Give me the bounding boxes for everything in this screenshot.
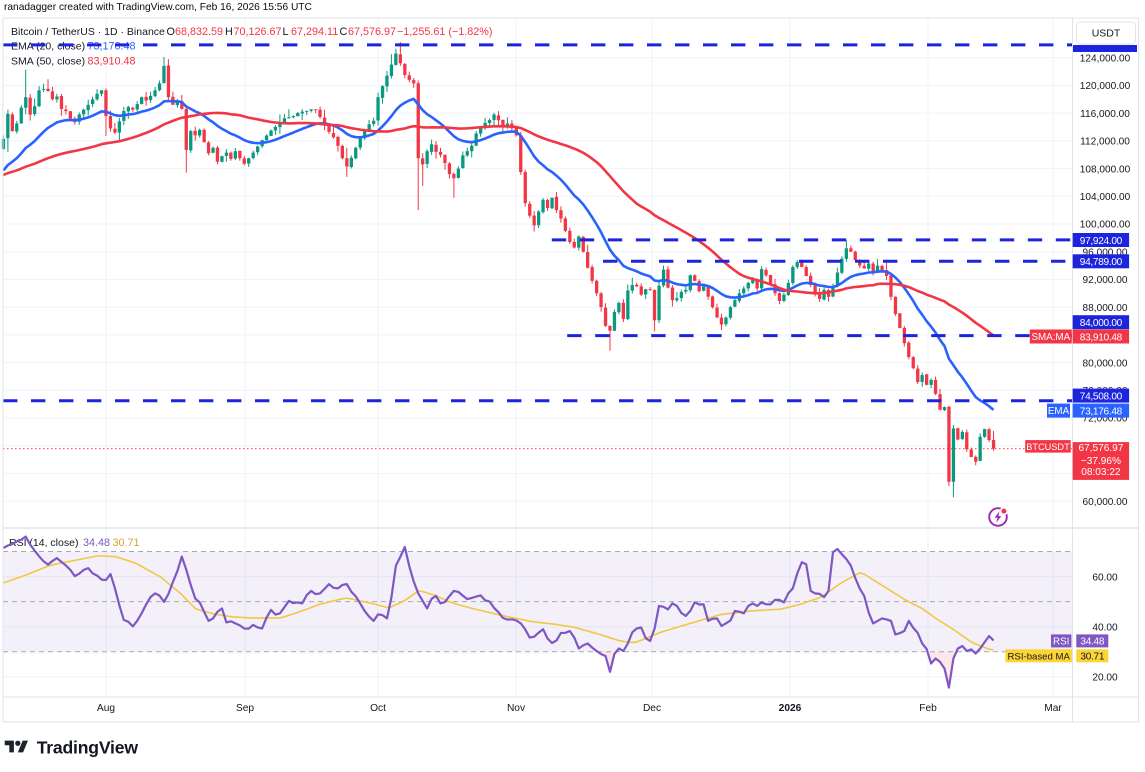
svg-text:67,576.97: 67,576.97 bbox=[348, 26, 396, 38]
svg-text:TradingView: TradingView bbox=[37, 738, 139, 758]
svg-text:83,910.48: 83,910.48 bbox=[1080, 332, 1123, 343]
svg-text:116,000.00: 116,000.00 bbox=[1080, 109, 1130, 120]
svg-text:Aug: Aug bbox=[97, 703, 115, 714]
svg-text:BTCUSDT: BTCUSDT bbox=[1026, 442, 1070, 452]
svg-text:73,176.48: 73,176.48 bbox=[88, 41, 136, 53]
svg-text:08:03:22: 08:03:22 bbox=[1081, 467, 1121, 478]
svg-text:−1,255.61 (−1.82%): −1,255.61 (−1.82%) bbox=[397, 26, 492, 38]
svg-text:92,000.00: 92,000.00 bbox=[1083, 275, 1128, 286]
svg-text:67,294.11: 67,294.11 bbox=[291, 26, 338, 38]
svg-text:30.71: 30.71 bbox=[113, 537, 140, 549]
svg-text:L: L bbox=[283, 26, 289, 38]
svg-text:104,000.00: 104,000.00 bbox=[1080, 192, 1131, 203]
svg-text:EMA: EMA bbox=[1048, 406, 1070, 417]
svg-text:RSI-based MA: RSI-based MA bbox=[1008, 651, 1071, 662]
svg-text:Oct: Oct bbox=[370, 703, 386, 714]
svg-text:Bitcoin / TetherUS · 1D · Bina: Bitcoin / TetherUS · 1D · Binance bbox=[11, 26, 165, 38]
svg-text:Sep: Sep bbox=[236, 703, 254, 714]
svg-text:SMA:MA: SMA:MA bbox=[1031, 332, 1070, 343]
svg-text:108,000.00: 108,000.00 bbox=[1080, 164, 1131, 175]
svg-text:100,000.00: 100,000.00 bbox=[1080, 220, 1131, 231]
svg-text:112,000.00: 112,000.00 bbox=[1080, 137, 1130, 148]
svg-text:−37.96%: −37.96% bbox=[1081, 456, 1121, 467]
svg-text:88,000.00: 88,000.00 bbox=[1083, 303, 1128, 314]
svg-text:C: C bbox=[340, 26, 348, 38]
svg-text:Nov: Nov bbox=[507, 703, 526, 714]
svg-text:34.48: 34.48 bbox=[83, 537, 110, 549]
svg-text:40.00: 40.00 bbox=[1092, 622, 1118, 633]
svg-text:H: H bbox=[225, 26, 233, 38]
svg-text:2026: 2026 bbox=[779, 703, 802, 714]
svg-text:97,924.00: 97,924.00 bbox=[1080, 236, 1123, 247]
svg-text:34.48: 34.48 bbox=[1080, 637, 1104, 648]
svg-text:RSI: RSI bbox=[1053, 637, 1069, 648]
svg-text:94,789.00: 94,789.00 bbox=[1080, 257, 1123, 268]
svg-text:30.71: 30.71 bbox=[1080, 652, 1104, 663]
svg-text:73,176.48: 73,176.48 bbox=[1080, 406, 1123, 417]
svg-text:Dec: Dec bbox=[643, 703, 661, 714]
svg-text:Feb: Feb bbox=[919, 703, 937, 714]
svg-text:Mar: Mar bbox=[1044, 703, 1062, 714]
svg-text:124,000.00: 124,000.00 bbox=[1080, 53, 1131, 64]
svg-text:120,000.00: 120,000.00 bbox=[1080, 81, 1131, 92]
svg-text:60.00: 60.00 bbox=[1092, 572, 1118, 583]
svg-text:O: O bbox=[167, 26, 175, 38]
svg-text:83,910.48: 83,910.48 bbox=[88, 56, 136, 68]
svg-text:EMA (20, close): EMA (20, close) bbox=[11, 41, 85, 53]
svg-text:96,000.00: 96,000.00 bbox=[1083, 247, 1128, 258]
svg-text:80,000.00: 80,000.00 bbox=[1083, 358, 1128, 369]
svg-text:72,000.00: 72,000.00 bbox=[1083, 414, 1128, 425]
svg-text:20.00: 20.00 bbox=[1092, 673, 1118, 684]
svg-text:84,000.00: 84,000.00 bbox=[1080, 318, 1123, 329]
svg-text:67,576.97: 67,576.97 bbox=[1078, 443, 1123, 454]
svg-text:USDT: USDT bbox=[1092, 28, 1121, 40]
svg-text:70,126.67: 70,126.67 bbox=[234, 26, 282, 38]
svg-text:60,000.00: 60,000.00 bbox=[1083, 497, 1128, 508]
svg-text:74,508.00: 74,508.00 bbox=[1080, 391, 1123, 402]
svg-text:68,832.59: 68,832.59 bbox=[175, 26, 223, 38]
svg-text:SMA (50, close): SMA (50, close) bbox=[11, 56, 85, 68]
svg-text:RSI (14, close): RSI (14, close) bbox=[9, 537, 78, 549]
